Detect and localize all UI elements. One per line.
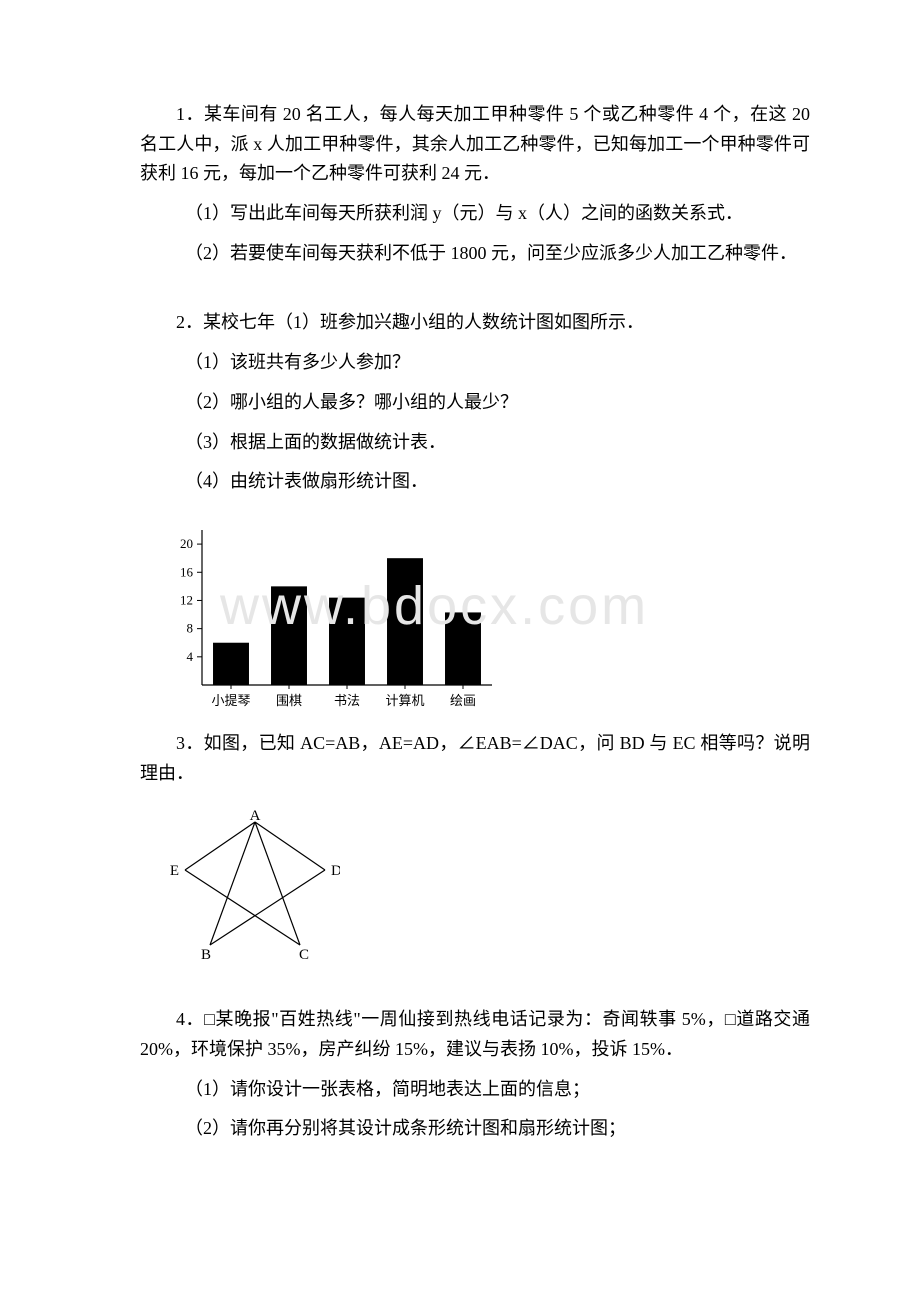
bar-chart: www.bdocx.com 48121620小提琴围棋书法计算机绘画 [160, 515, 500, 715]
q4-part2: （2）请你再分别将其设计成条形统计图和扇形统计图； [140, 1114, 810, 1144]
q2-part2: （2）哪小组的人最多？哪小组的人最少？ [140, 388, 810, 418]
svg-text:20: 20 [180, 536, 193, 551]
svg-text:计算机: 计算机 [385, 693, 424, 708]
svg-text:书法: 书法 [334, 693, 360, 708]
svg-text:B: B [201, 947, 211, 960]
q1-part2: （2）若要使车间每天获利不低于 1800 元，问至少应派多少人加工乙种零件． [140, 239, 810, 269]
q4-part1: （1）请你设计一张表格，简明地表达上面的信息； [140, 1075, 810, 1105]
q4-stem: 4．□某晚报"百姓热线"一周仙接到热线电话记录为：奇闻轶事 5%，□道路交通 2… [140, 1005, 810, 1064]
svg-text:8: 8 [187, 621, 194, 636]
svg-text:E: E [170, 863, 179, 879]
svg-text:小提琴: 小提琴 [211, 693, 250, 708]
svg-text:A: A [250, 810, 261, 824]
page: 1．某车间有 20 名工人，每人每天加工甲种零件 5 个或乙种零件 4 个，在这… [0, 0, 920, 1214]
q1-stem: 1．某车间有 20 名工人，每人每天加工甲种零件 5 个或乙种零件 4 个，在这… [140, 100, 810, 189]
svg-text:绘画: 绘画 [450, 693, 476, 708]
geometry-svg: A E D B C [170, 810, 340, 960]
svg-text:围棋: 围棋 [276, 693, 302, 708]
q2-part1: （1）该班共有多少人参加？ [140, 348, 810, 378]
svg-text:12: 12 [180, 592, 193, 607]
bar-chart-svg: 4 8 12 16 20 小提琴 围棋 书法 计算机 绘画 [160, 515, 500, 715]
svg-text:D: D [331, 863, 340, 879]
q2-stem: 2．某校七年（1）班参加兴趣小组的人数统计图如图所示． [140, 308, 810, 338]
svg-text:16: 16 [180, 564, 194, 579]
q2-part3: （3）根据上面的数据做统计表． [140, 428, 810, 458]
svg-text:C: C [299, 947, 309, 960]
svg-text:4: 4 [187, 649, 194, 664]
q2-part4: （4）由统计表做扇形统计图． [140, 467, 810, 497]
q3-stem: 3．如图，已知 AC=AB，AE=AD，∠EAB=∠DAC，问 BD 与 EC … [140, 729, 810, 788]
q1-part1: （1）写出此车间每天所获利润 y（元）与 x（人）之间的函数关系式． [140, 199, 810, 229]
geometry-figure: A E D B C [170, 810, 810, 965]
